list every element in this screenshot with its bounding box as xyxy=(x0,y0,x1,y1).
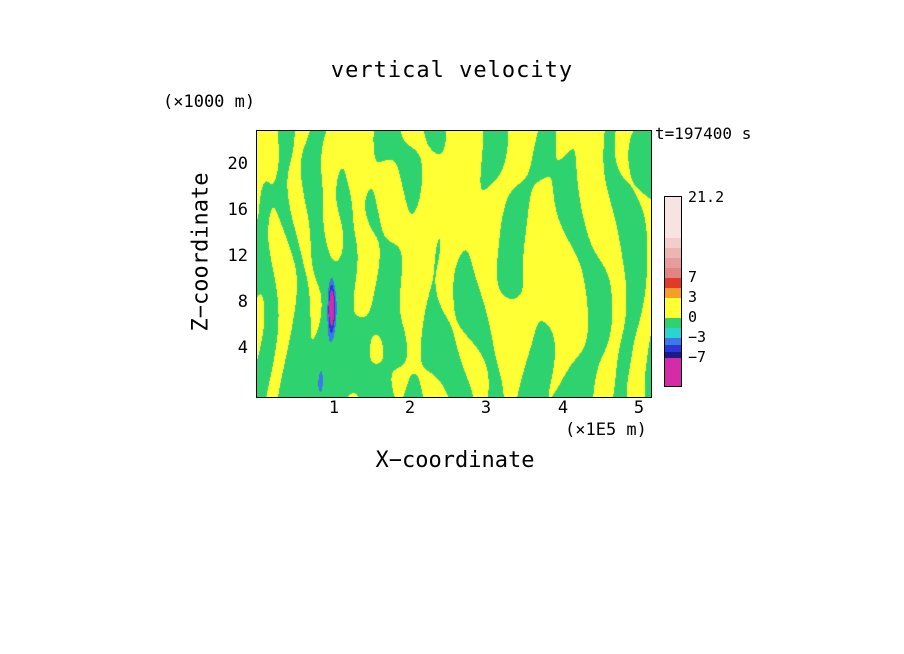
x-tick-label: 5 xyxy=(633,398,645,418)
colorbar-label: −3 xyxy=(688,328,707,346)
colorbar-label: 3 xyxy=(688,288,698,306)
z-tick-label: 8 xyxy=(237,292,248,312)
colorbar-segment xyxy=(665,238,681,248)
x-units-label: (×1E5 m) xyxy=(565,420,647,440)
x-tick-label: 2 xyxy=(404,398,416,418)
colorbar-segment xyxy=(665,288,681,298)
plot-canvas xyxy=(257,131,651,397)
x-tick-label: 3 xyxy=(480,398,492,418)
colorbar-segment xyxy=(665,352,681,358)
z-units-label: (×1000 m) xyxy=(163,92,256,112)
colorbar-segment xyxy=(665,345,681,352)
x-axis-label: X−coordinate xyxy=(375,448,535,473)
colorbar xyxy=(664,196,682,387)
colorbar-label: 0 xyxy=(688,308,698,326)
z-tick-label: 12 xyxy=(227,246,248,266)
colorbar-label: 7 xyxy=(688,268,698,286)
colorbar-segment xyxy=(665,318,681,328)
colorbar-segment xyxy=(665,338,681,345)
colorbar-label: 21.2 xyxy=(688,188,725,206)
chart-title: vertical velocity xyxy=(330,58,574,83)
colorbar-label: −7 xyxy=(688,348,707,366)
colorbar-segment xyxy=(665,258,681,268)
colorbar-segment xyxy=(665,358,681,386)
z-tick-label: 16 xyxy=(227,200,248,220)
colorbar-segment xyxy=(665,268,681,278)
z-tick-label: 20 xyxy=(227,154,248,174)
colorbar-segment xyxy=(665,248,681,258)
x-tick-label: 1 xyxy=(328,398,340,418)
time-annotation: t=197400 s xyxy=(655,124,752,143)
plot-frame xyxy=(256,130,652,398)
x-tick-label: 4 xyxy=(557,398,569,418)
z-tick-label: 4 xyxy=(237,338,248,358)
colorbar-segment xyxy=(665,278,681,288)
colorbar-segment xyxy=(665,298,681,318)
colorbar-segment xyxy=(665,328,681,338)
colorbar-segment xyxy=(665,197,681,238)
